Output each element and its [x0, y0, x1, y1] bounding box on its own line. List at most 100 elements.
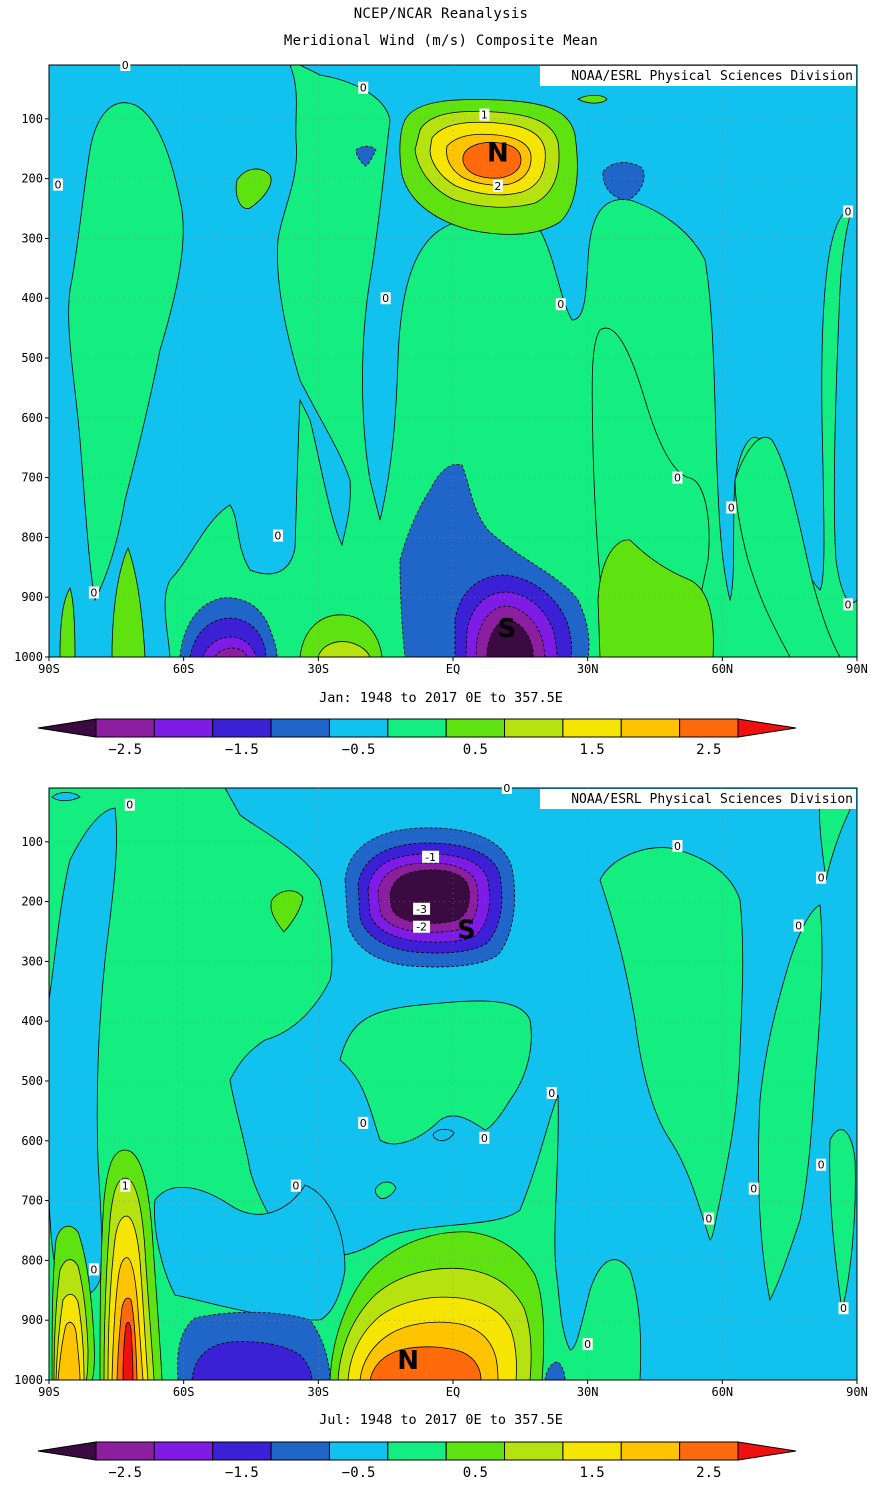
colorbar-label: −1.5 — [225, 742, 259, 758]
pos-cell-contour — [57, 1321, 81, 1380]
contour-label-box — [380, 292, 391, 305]
neg-blob — [602, 162, 645, 201]
pos-jet-contour — [462, 141, 522, 179]
contour-label: 0 — [818, 1159, 825, 1172]
contour-label: 1 — [122, 1180, 129, 1193]
neg-blob — [51, 792, 81, 802]
x-tick-label: 60S — [173, 662, 195, 676]
grid — [49, 788, 857, 1380]
contour-label: -2 — [416, 921, 427, 934]
contour-label: 0 — [90, 586, 97, 599]
x-tick-label: 60N — [711, 1385, 733, 1399]
y-tick-label: 500 — [21, 1074, 43, 1088]
contour-label-box — [479, 108, 490, 121]
contour-label: 0 — [795, 920, 802, 933]
colorbar-label: −0.5 — [342, 1465, 376, 1481]
pos-tongue — [339, 1000, 532, 1145]
neg-blob — [432, 1128, 455, 1142]
pos-tongue — [829, 1129, 856, 1311]
contour-label: 0 — [90, 1263, 97, 1276]
colorbar-box — [153, 1441, 214, 1461]
contour-label: 0 — [481, 1132, 488, 1145]
colorbar-arrow-low — [37, 718, 97, 738]
pos-cell-contour — [122, 1321, 134, 1380]
center-marker-n: N — [397, 1346, 419, 1376]
credit-text: NOAA/ESRL Physical Sciences Division — [571, 792, 853, 807]
contour-label-box — [501, 782, 512, 794]
contour-label: 0 — [750, 1183, 757, 1196]
contour-label-box — [672, 471, 683, 484]
contour-label-box — [88, 1263, 99, 1276]
colorbar-box — [504, 718, 564, 738]
colorbar-box — [95, 1441, 155, 1461]
contour-label: -3 — [416, 903, 427, 916]
center-markers: SN — [397, 916, 476, 1377]
neg-cell-contour — [214, 647, 248, 657]
pos-tongue — [758, 904, 823, 1302]
contour-label: 0 — [274, 530, 281, 543]
colorbar-label: 1.5 — [579, 1465, 604, 1481]
contour-label-box — [120, 1179, 131, 1192]
y-tick-label: 700 — [21, 471, 43, 485]
contour-label-box — [582, 1338, 593, 1351]
colorbar-box — [212, 718, 272, 738]
contour-label: 2 — [494, 180, 501, 193]
y-tick-label: 600 — [21, 411, 43, 425]
colorbar-label: −2.5 — [108, 742, 142, 758]
contour-label-box — [838, 1302, 849, 1315]
y-tick-label: 1000 — [14, 650, 43, 664]
period-label: Jul: 1948 to 2017 0E to 357.5E — [319, 1412, 563, 1428]
contour-label: 0 — [360, 82, 367, 95]
pos-island — [68, 102, 184, 602]
colorbar-box — [328, 1441, 389, 1461]
contour-label-box — [124, 798, 135, 811]
colorbar-box — [387, 1441, 447, 1461]
contour-label-box — [290, 1179, 301, 1192]
colorbar-arrow-high — [737, 1441, 797, 1461]
contour-field-jan — [49, 65, 857, 657]
colorbar-box — [445, 1441, 506, 1461]
y-tick-label: 300 — [21, 231, 43, 245]
contour-label: 0 — [557, 298, 564, 311]
neg-region — [154, 1184, 346, 1321]
center-marker-n: N — [487, 139, 509, 169]
colorbar-box — [95, 718, 155, 738]
contour-label: 0 — [54, 179, 61, 192]
y-tick-label: 400 — [21, 1014, 43, 1028]
contour-label: 0 — [382, 292, 389, 305]
neg-cell-contour — [191, 1341, 313, 1380]
colorbar-box — [328, 718, 389, 738]
contour-label: 0 — [840, 1302, 847, 1315]
colorbar-box — [387, 718, 447, 738]
credit-text: NOAA/ESRL Physical Sciences Division — [571, 69, 853, 84]
contour-label: 0 — [360, 1117, 367, 1130]
contour-label: 0 — [845, 598, 852, 611]
colorbar-box — [212, 1441, 272, 1461]
colorbar-label: −1.5 — [225, 1465, 259, 1481]
contour-label: 0 — [845, 206, 852, 219]
contour-label-box — [479, 1131, 490, 1144]
colorbar-box — [562, 718, 622, 738]
y-tick-label: 900 — [21, 590, 43, 604]
y-tick-label: 100 — [21, 112, 43, 126]
contour-label: -1 — [425, 851, 436, 864]
pos-cell-contour — [369, 1346, 482, 1380]
colorbar-box — [620, 1441, 681, 1461]
y-tick-label: 800 — [21, 1253, 43, 1267]
y-tick-label: 300 — [21, 954, 43, 968]
contour-label-box — [555, 298, 566, 311]
colorbar-label: 0.5 — [463, 1465, 488, 1481]
chart-title: NCEP/NCAR Reanalysis — [353, 6, 529, 22]
pos-tongue — [734, 437, 841, 657]
y-tick-label: 400 — [21, 291, 43, 305]
colorbar-box — [620, 718, 681, 738]
contour-label-box — [358, 1116, 369, 1129]
pos-blob — [59, 587, 76, 657]
neg-cell-contour — [389, 869, 470, 924]
contour-label-box — [672, 840, 683, 853]
x-tick-label: EQ — [446, 662, 460, 676]
contour-label-box — [546, 1086, 557, 1099]
colorbar-jul: −2.5 −1.5 −0.5 0.5 1.5 2.5 — [37, 1441, 797, 1481]
pos-blob — [374, 1181, 397, 1199]
